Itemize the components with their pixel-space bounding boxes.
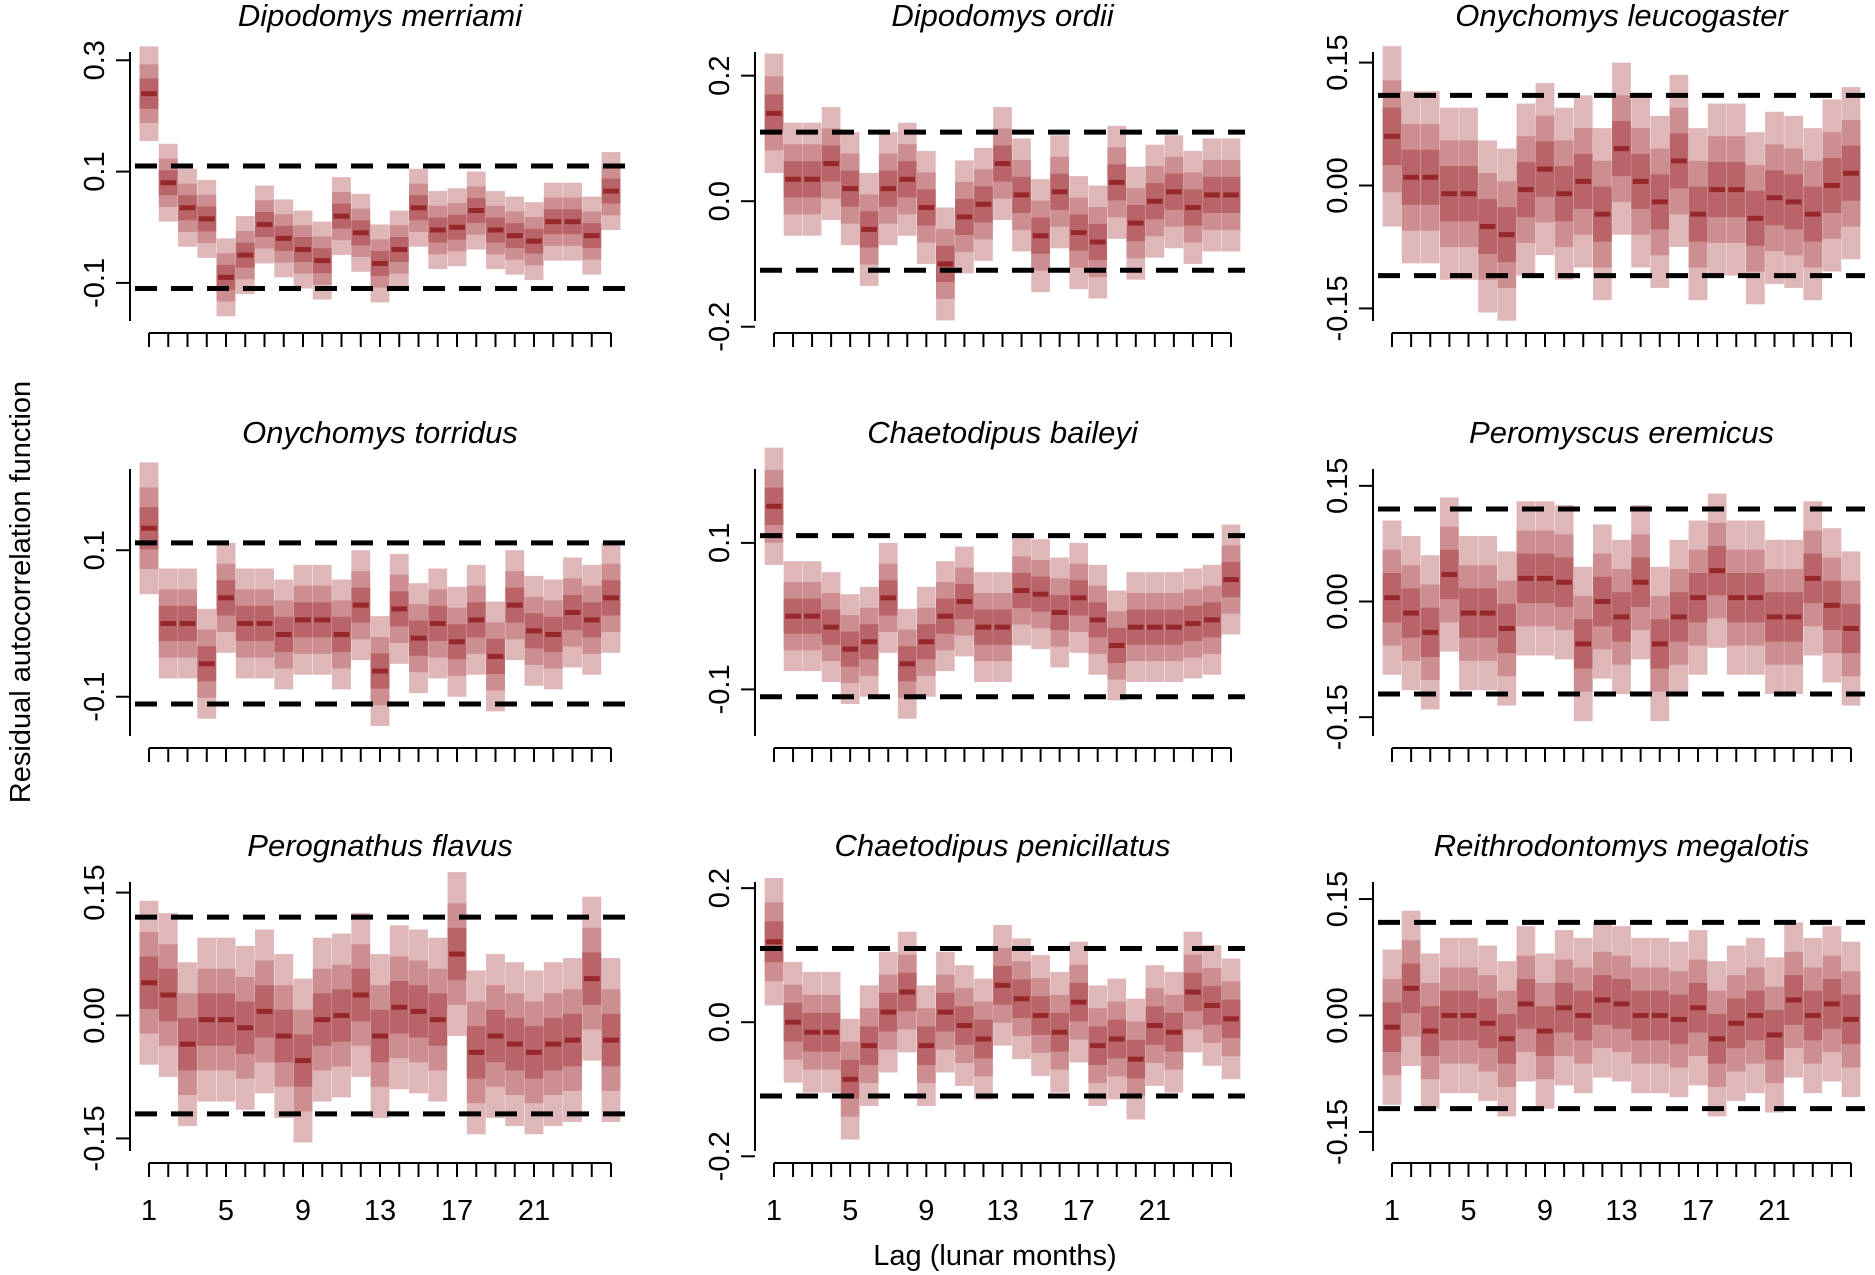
y-tick-label: 0.15 [79,864,111,920]
interval-bands [139,872,621,1143]
y-tick-label: 0.15 [1322,871,1354,927]
y-tick-label: 0.0 [704,1002,736,1042]
panel-title: Chaetodipus baileyi [867,415,1139,450]
interval-bands [764,53,1241,321]
y-tick-label: 0.1 [704,523,736,563]
y-tick-label: 0.00 [1322,157,1354,213]
y-tick-label: 0.15 [1322,34,1354,90]
y-tick-label: 0.00 [79,987,111,1043]
y-axis-title: Residual autocorrelation function [5,381,37,803]
acf-panel: Dipodomys merriami -0.1 0.1 0.3 [79,0,625,347]
y-tick-label: 0.00 [1322,573,1354,629]
x-tick-label: 17 [1063,1195,1095,1227]
acf-panel: Peromyscus eremicus -0.15 0.00 0.15 [1322,415,1865,762]
y-tick-label: 0.1 [79,530,111,570]
acf-panel: Chaetodipus penicillatus -0.2 0.0 0.2 1 5 9 13 1… [704,828,1245,1227]
x-tick-label: 17 [1682,1195,1714,1227]
y-tick-label: 0.1 [79,151,111,191]
acf-panel: Reithrodontomys megalotis -0.15 0.00 0.15 1 5… [1322,828,1865,1227]
y-tick-label: -0.2 [704,1131,736,1181]
x-tick-label: 5 [218,1195,234,1227]
y-tick-label: -0.2 [704,302,736,352]
x-tick-label: 1 [1384,1195,1400,1227]
x-tick-label: 13 [364,1195,396,1227]
y-tick-label: -0.1 [79,258,111,308]
y-tick-label: -0.15 [1322,275,1354,341]
y-tick-label: -0.15 [79,1105,111,1171]
x-tick-label: 21 [1139,1195,1171,1227]
x-tick-label: 21 [1758,1195,1790,1227]
y-tick-label: 0.2 [704,55,736,95]
panel-title: Onychomys torridus [242,415,518,450]
x-axis-title: Lag (lunar months) [873,1240,1116,1272]
acf-panel: Dipodomys ordii -0.2 0.0 0.2 [704,0,1245,352]
x-tick-label: 5 [842,1195,858,1227]
interval-bands [764,878,1241,1140]
interval-bands [1382,493,1861,722]
panel-title: Chaetodipus penicillatus [834,828,1170,863]
y-tick-label: -0.15 [1322,1099,1354,1165]
x-tick-label: 1 [141,1195,157,1227]
panel-grid: Dipodomys merriami -0.1 0.1 0.3 Dipodomys or… [79,0,1865,1227]
panel-title: Reithrodontomys megalotis [1434,828,1810,863]
y-tick-label: -0.15 [1322,684,1354,750]
acf-panel: Perognathus flavus -0.15 0.00 0.15 1 5 9 13 17 21 [79,828,625,1227]
interval-bands [764,447,1241,719]
acf-panel: Chaetodipus baileyi -0.1 0.1 [704,415,1245,762]
panel-title: Onychomys leucogaster [1455,0,1789,33]
y-tick-label: -0.1 [704,664,736,714]
interval-bands [139,462,621,727]
interval-bands [1382,910,1861,1117]
x-tick-label: 5 [1460,1195,1476,1227]
x-tick-label: 9 [1537,1195,1553,1227]
y-tick-label: 0.15 [1322,458,1354,514]
panel-title: Dipodomys merriami [238,0,523,33]
y-tick-label: 0.2 [704,868,736,908]
x-tick-label: 1 [766,1195,782,1227]
panel-title: Dipodomys ordii [891,0,1114,33]
x-tick-label: 9 [918,1195,934,1227]
x-tick-label: 13 [986,1195,1018,1227]
x-tick-label: 13 [1605,1195,1637,1227]
y-tick-label: -0.1 [79,672,111,722]
acf-panel: Onychomys leucogaster -0.15 0.00 0.15 [1322,0,1865,347]
x-tick-label: 9 [295,1195,311,1227]
acf-panel: Onychomys torridus -0.1 0.1 [79,415,625,762]
panel-title: Perognathus flavus [247,828,512,863]
interval-bands [1382,46,1861,321]
y-tick-label: 0.0 [704,181,736,221]
interval-bands [139,46,621,317]
x-tick-label: 21 [518,1195,550,1227]
x-tick-label: 17 [441,1195,473,1227]
y-tick-label: 0.3 [79,40,111,80]
y-tick-label: 0.00 [1322,987,1354,1043]
panel-title: Peromyscus eremicus [1469,415,1774,450]
